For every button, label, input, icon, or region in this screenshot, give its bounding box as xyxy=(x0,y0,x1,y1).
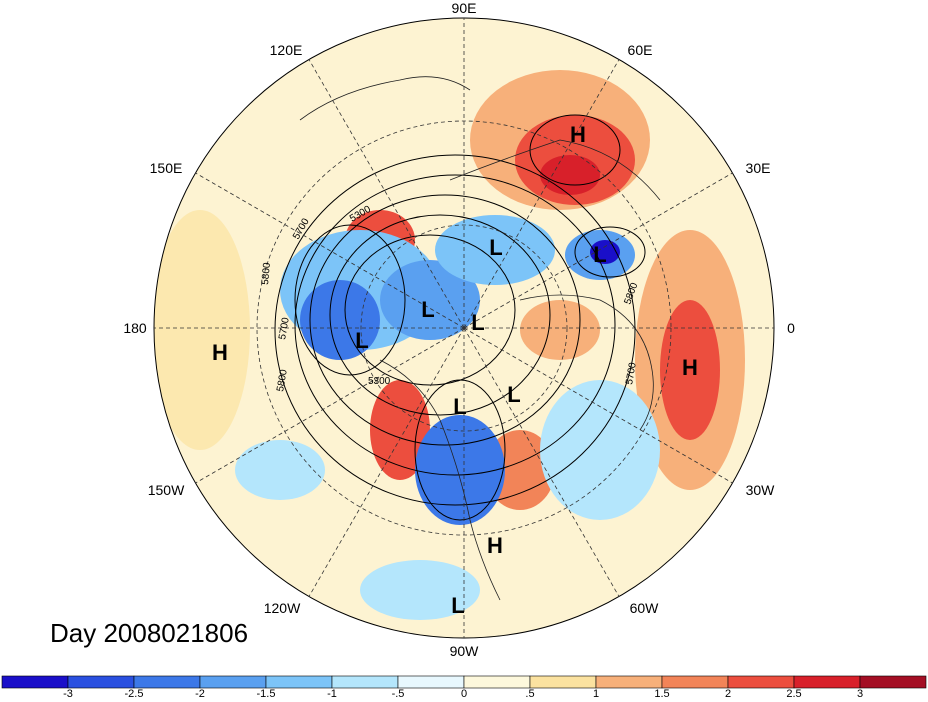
colorbar xyxy=(1,675,927,689)
colorbar-tick-label: 2.5 xyxy=(786,688,802,700)
longitude-label: 150E xyxy=(149,160,183,176)
height-contours xyxy=(274,114,646,521)
low-pressure-label: L xyxy=(421,297,434,322)
low-pressure-label: L xyxy=(507,382,520,407)
longitude-label: 180 xyxy=(123,320,147,336)
contour-line xyxy=(274,154,636,506)
colorbar-tick-label: .5 xyxy=(525,688,535,700)
coastline xyxy=(449,139,661,201)
high-pressure-label: H xyxy=(682,355,698,380)
colorbar-tick-label: -1 xyxy=(327,688,337,700)
colorbar-segment xyxy=(595,675,663,689)
colorbar-tick-label: 0 xyxy=(460,688,468,700)
contour-line xyxy=(344,234,516,386)
colorbar-tick-label: 2 xyxy=(724,688,732,700)
contour-label: 5800 xyxy=(260,262,273,286)
longitude-label: 90E xyxy=(451,0,477,16)
cold-anomaly-region xyxy=(300,280,380,360)
colorbar-segment xyxy=(265,675,333,689)
contour-line xyxy=(294,224,406,376)
contour-label: 5700 xyxy=(277,316,292,340)
warm-anomaly-region xyxy=(660,300,720,440)
meridian-line xyxy=(195,327,465,484)
longitude-label: 120W xyxy=(263,600,301,616)
high-pressure-label: H xyxy=(487,533,503,558)
meridian-line xyxy=(463,327,733,484)
contour-label: 5300 xyxy=(368,376,391,387)
coastlines xyxy=(299,76,661,601)
colorbar-segment xyxy=(463,675,531,689)
coastline xyxy=(519,294,654,431)
colorbar-segment xyxy=(331,675,399,689)
colorbar-tick-label: -2.5 xyxy=(124,688,144,700)
contour-line xyxy=(329,214,551,416)
colorbar-segment xyxy=(793,675,861,689)
colorbar-segment xyxy=(67,675,135,689)
low-pressure-label: L xyxy=(451,593,464,618)
coastline xyxy=(299,76,471,121)
low-pressure-label: L xyxy=(471,310,484,335)
colorbar-segment xyxy=(133,675,201,689)
colorbar-tick-label: -.5 xyxy=(391,688,405,700)
cold-anomaly-region xyxy=(360,560,480,620)
colorbar-tick-label: 1 xyxy=(592,688,600,700)
contour-line xyxy=(294,174,616,476)
meridian-line xyxy=(308,59,465,329)
contour-label: 5700 xyxy=(624,361,639,385)
colorbar-tick-label: -3 xyxy=(63,688,73,700)
cold-anomaly-region xyxy=(235,440,325,500)
longitude-label: 60E xyxy=(627,42,653,58)
meridian-line xyxy=(463,59,620,329)
longitude-label: 120E xyxy=(269,42,303,58)
warm-anomaly-region xyxy=(520,300,600,360)
cold-anomaly-region xyxy=(380,260,480,340)
colorbar-segment xyxy=(727,675,795,689)
warm-anomaly-region xyxy=(540,155,600,195)
longitude-label: 90W xyxy=(449,643,479,659)
longitude-label: 30W xyxy=(745,482,775,498)
pressure-centers: H L L L L L L L H H H L xyxy=(212,122,698,618)
meridian-line xyxy=(308,327,465,597)
longitude-label: 150W xyxy=(147,482,185,498)
colorbar-segment xyxy=(199,675,267,689)
contour-line xyxy=(574,226,646,278)
high-pressure-label: H xyxy=(570,122,586,147)
meridian-line xyxy=(463,327,620,597)
page-title: Day 2008021806 xyxy=(50,618,249,648)
colorbar-tick-label: -1.5 xyxy=(256,688,276,700)
low-pressure-label: L xyxy=(489,235,502,260)
colorbar-segment xyxy=(859,675,927,689)
warm-anomaly-region xyxy=(485,430,555,510)
colorbar-tick-label: 1.5 xyxy=(654,688,670,700)
high-pressure-label: H xyxy=(212,340,228,365)
meridian-line xyxy=(463,172,733,329)
meridians xyxy=(154,18,774,638)
contour-label: 5800 xyxy=(275,368,290,392)
longitude-label: 30E xyxy=(745,160,771,176)
colorbar-tick-label: 3 xyxy=(856,688,864,700)
meridian-line xyxy=(195,172,465,329)
cold-anomaly-region xyxy=(435,215,555,285)
colorbar-segment xyxy=(661,675,729,689)
contour-line xyxy=(414,379,506,521)
low-pressure-label: L xyxy=(355,328,368,353)
colorbar-segment xyxy=(529,675,597,689)
coastline xyxy=(379,359,501,601)
longitude-label: 0 xyxy=(787,320,795,336)
cold-anomaly-region xyxy=(415,415,505,525)
low-pressure-label: L xyxy=(593,242,606,267)
colorbar-segment xyxy=(397,675,465,689)
low-pressure-label: L xyxy=(453,394,466,419)
cold-anomaly-region xyxy=(540,380,660,520)
colorbar-tick-label: -2 xyxy=(195,688,205,700)
contour-line xyxy=(309,194,581,446)
latitude-circle xyxy=(360,224,568,432)
colorbar-segment xyxy=(1,675,69,689)
longitude-label: 60W xyxy=(629,600,659,616)
warm-anomaly-region xyxy=(154,210,250,450)
